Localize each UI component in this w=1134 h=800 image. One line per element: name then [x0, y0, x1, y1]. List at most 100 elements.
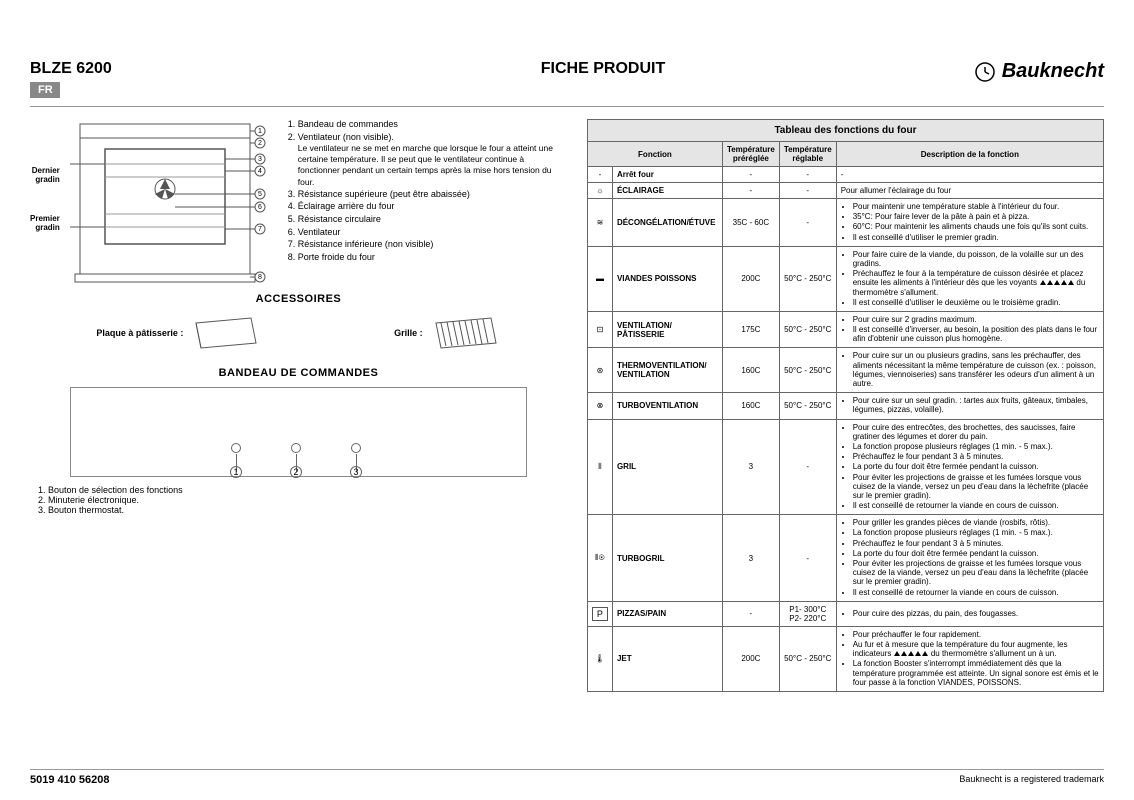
- function-name: VIANDES POISSONS: [612, 246, 722, 311]
- function-description: Pour griller les grandes pièces de viand…: [836, 515, 1103, 602]
- model-number: BLZE 6200: [30, 60, 112, 78]
- table-row: ⫴GRIL3-Pour cuire des entrecôtes, des br…: [587, 419, 1103, 515]
- table-row: ⊡VENTILATION/ PÂTISSERIE175C50°C - 250°C…: [587, 311, 1103, 348]
- svg-text:6: 6: [258, 204, 262, 211]
- col-description: Description de la fonction: [836, 142, 1103, 167]
- col-adjustable: Température réglable: [779, 142, 836, 167]
- function-icon: 🌡: [587, 626, 612, 691]
- table-row: ▬VIANDES POISSONS200C50°C - 250°CPour fa…: [587, 246, 1103, 311]
- svg-text:2: 2: [258, 140, 262, 147]
- preset-temp: 160C: [722, 348, 779, 393]
- left-column: Dernier gradin Premier gradin: [30, 119, 567, 692]
- brand-text: Bauknecht: [1002, 60, 1104, 82]
- oven-legend-item: Résistance circulaire: [298, 214, 567, 226]
- function-icon: ⫴⊛: [587, 515, 612, 602]
- function-description: Pour faire cuire de la viande, du poisso…: [836, 246, 1103, 311]
- accessories-row: Plaque à pâtisserie : Grille :: [30, 313, 567, 353]
- description-bullet: Pour cuire sur un ou plusieurs gradins, …: [853, 351, 1099, 388]
- preset-temp: 175C: [722, 311, 779, 348]
- function-icon: ≋: [587, 199, 612, 247]
- svg-text:8: 8: [258, 274, 262, 281]
- adjustable-temp: 50°C - 250°C: [779, 393, 836, 419]
- adjustable-temp: 50°C - 250°C: [779, 626, 836, 691]
- function-name: DÉCONGÉLATION/ÉTUVE: [612, 199, 722, 247]
- preset-temp: 3: [722, 515, 779, 602]
- control-panel-legend: Bouton de sélection des fonctionsMinuter…: [30, 485, 567, 515]
- function-description: Pour préchauffer le four rapidement.Au f…: [836, 626, 1103, 691]
- description-bullet: Il est conseillé d'utiliser le deuxième …: [853, 298, 1099, 307]
- svg-text:1: 1: [258, 128, 262, 135]
- control-legend-item: Bouton thermostat.: [48, 505, 567, 515]
- description-bullet: Pour cuire sur 2 gradins maximum.: [853, 315, 1099, 324]
- preset-temp: 160C: [722, 393, 779, 419]
- oven-legend-item: Porte froide du four: [298, 252, 567, 264]
- function-name: TURBOVENTILATION: [612, 393, 722, 419]
- table-row: ☼ÉCLAIRAGE--Pour allumer l'éclairage du …: [587, 183, 1103, 199]
- description-bullet: Au fur et à mesure que la température du…: [853, 640, 1099, 658]
- adjustable-temp: P1- 300°C P2- 220°C: [779, 601, 836, 626]
- function-description: Pour cuire des pizzas, du pain, des foug…: [836, 601, 1103, 626]
- language-badge: FR: [30, 82, 60, 98]
- label-premier-gradin: Premier gradin: [30, 214, 60, 232]
- description-bullet: Pour éviter les projections de graisse e…: [853, 473, 1099, 501]
- page-header: BLZE 6200 FR FICHE PRODUIT Bauknecht: [30, 60, 1104, 107]
- col-function: Fonction: [587, 142, 722, 167]
- baking-tray-icon: [191, 313, 261, 353]
- description-bullet: La fonction propose plusieurs réglages (…: [853, 528, 1099, 537]
- brand-icon: [974, 61, 996, 83]
- description-bullet: Il est conseillé d'utiliser le premier g…: [853, 233, 1099, 242]
- description-bullet: Il est conseillé de retourner la viande …: [853, 501, 1099, 510]
- table-row: ≋DÉCONGÉLATION/ÉTUVE35C - 60C- Pour maint…: [587, 199, 1103, 247]
- description-bullet: Pour cuire des entrecôtes, des brochette…: [853, 423, 1099, 441]
- svg-text:3: 3: [258, 156, 262, 163]
- function-description: Pour cuire des entrecôtes, des brochette…: [836, 419, 1103, 515]
- footer-code: 5019 410 56208: [30, 774, 110, 786]
- adjustable-temp: -: [779, 183, 836, 199]
- adjustable-temp: 50°C - 250°C: [779, 311, 836, 348]
- svg-text:4: 4: [258, 168, 262, 175]
- table-row: 🌡JET200C50°C - 250°CPour préchauffer le …: [587, 626, 1103, 691]
- adjustable-temp: -: [779, 199, 836, 247]
- function-name: PIZZAS/PAIN: [612, 601, 722, 626]
- right-column: Tableau des fonctions du four Fonction T…: [587, 119, 1104, 692]
- accessories-title: ACCESSOIRES: [30, 293, 567, 305]
- function-icon: -: [587, 167, 612, 183]
- preset-temp: -: [722, 167, 779, 183]
- function-icon: ⊡: [587, 311, 612, 348]
- brand-logo: Bauknecht: [974, 60, 1104, 83]
- function-icon: ⫴: [587, 419, 612, 515]
- function-icon: ⊗: [587, 393, 612, 419]
- description-bullet: La porte du four doit être fermée pendan…: [853, 549, 1099, 558]
- function-name: Arrêt four: [612, 167, 722, 183]
- function-description: -: [836, 167, 1103, 183]
- svg-text:7: 7: [258, 226, 262, 233]
- table-row: ⊗TURBOVENTILATION160C50°C - 250°C Pour cu…: [587, 393, 1103, 419]
- svg-text:5: 5: [258, 191, 262, 198]
- description-bullet: Pour maintenir une température stable à …: [853, 202, 1099, 211]
- oven-legend-item: Ventilateur (non visible).Le ventilateur…: [298, 132, 567, 188]
- function-name: VENTILATION/ PÂTISSERIE: [612, 311, 722, 348]
- accessory-baking-tray-label: Plaque à pâtisserie :: [96, 328, 183, 338]
- page-footer: 5019 410 56208 Bauknecht is a registered…: [30, 769, 1104, 786]
- description-bullet: Préchauffez le four pendant 3 à 5 minute…: [853, 539, 1099, 548]
- preset-temp: 35C - 60C: [722, 199, 779, 247]
- adjustable-temp: -: [779, 167, 836, 183]
- function-name: JET: [612, 626, 722, 691]
- control-panel-diagram: 1 2 3: [70, 387, 527, 477]
- function-description: Pour cuire sur 2 gradins maximum.Il est …: [836, 311, 1103, 348]
- description-bullet: Pour cuire sur un seul gradin. : tartes …: [853, 396, 1099, 414]
- oven-legend-item: Résistance supérieure (peut être abaissé…: [298, 189, 567, 201]
- description-bullet: Pour préchauffer le four rapidement.: [853, 630, 1099, 639]
- description-bullet: 60°C: Pour maintenir les aliments chauds…: [853, 222, 1099, 231]
- table-row: PPIZZAS/PAIN-P1- 300°C P2- 220°CPour cui…: [587, 601, 1103, 626]
- oven-legend-item: Résistance inférieure (non visible): [298, 239, 567, 251]
- description-bullet: Pour cuire des pizzas, du pain, des foug…: [853, 609, 1099, 618]
- adjustable-temp: -: [779, 515, 836, 602]
- functions-caption: Tableau des fonctions du four: [587, 120, 1103, 142]
- oven-legend-subtext: Le ventilateur ne se met en marche que l…: [298, 143, 567, 187]
- description-bullet: La porte du four doit être fermée pendan…: [853, 462, 1099, 471]
- description-bullet: Préchauffez le four pendant 3 à 5 minute…: [853, 452, 1099, 461]
- oven-legend-item: Bandeau de commandes: [298, 119, 567, 131]
- adjustable-temp: 50°C - 250°C: [779, 246, 836, 311]
- adjustable-temp: 50°C - 250°C: [779, 348, 836, 393]
